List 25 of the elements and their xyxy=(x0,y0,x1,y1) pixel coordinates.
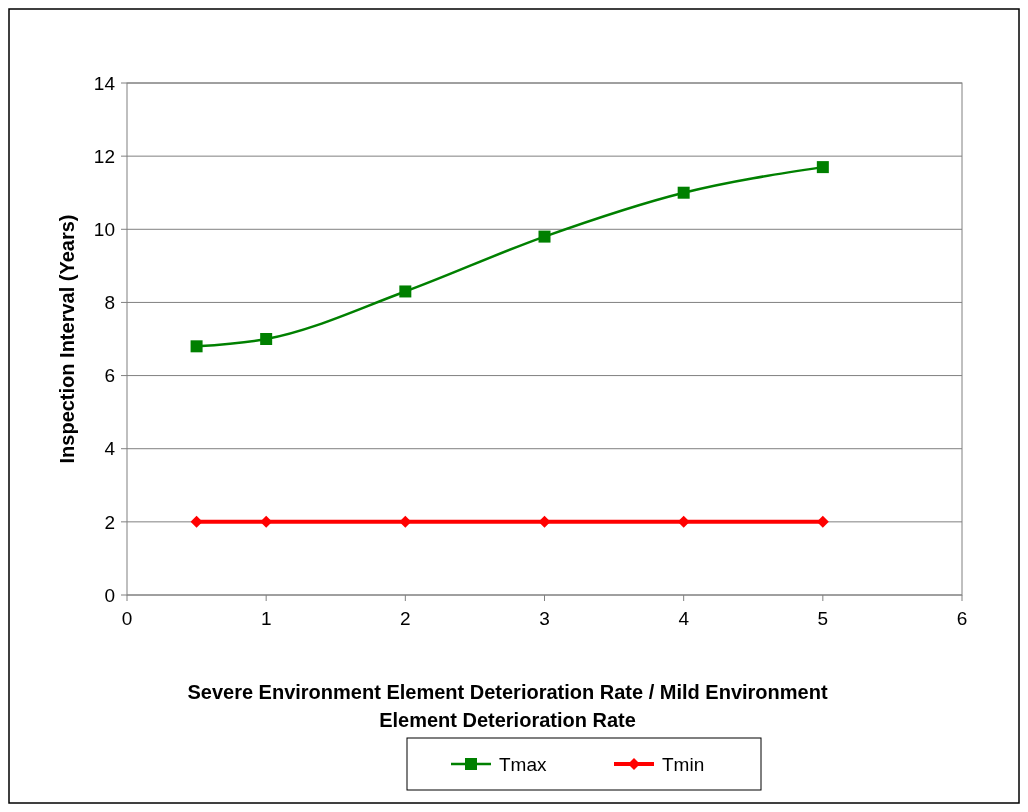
y-tick-label: 10 xyxy=(93,218,115,240)
point xyxy=(538,230,551,243)
point xyxy=(260,333,273,345)
x-tick-label: 2 xyxy=(400,608,411,629)
x-tick-label: 1 xyxy=(260,608,272,629)
legend-label: Tmax xyxy=(499,753,547,775)
x-tick-label: 4 xyxy=(678,608,690,629)
point xyxy=(816,161,829,174)
y-tick-label: 8 xyxy=(104,292,115,314)
y-tick-label: 12 xyxy=(93,145,115,167)
x-tick-label: 0 xyxy=(121,608,133,629)
x-tick-label: 5 xyxy=(817,608,829,629)
y-tick-label: 14 xyxy=(93,72,116,94)
legend-label: Tmin xyxy=(662,753,705,775)
point xyxy=(677,186,690,199)
x-tick-label: 6 xyxy=(956,608,968,629)
y-tick-label: 0 xyxy=(104,584,115,606)
y-tick-label: 4 xyxy=(104,438,116,460)
y-tick-label: 6 xyxy=(104,365,115,387)
y-axis-title: Inspection Interval (Years) xyxy=(56,214,78,464)
y-tick-label: 2 xyxy=(104,511,115,533)
point xyxy=(399,285,412,298)
x-tick-label: 3 xyxy=(539,608,550,629)
x-axis-title: Severe Environment Element Deterioration Rate / Mild Environment Element Deterioration Rate xyxy=(187,681,828,731)
point xyxy=(190,340,203,353)
